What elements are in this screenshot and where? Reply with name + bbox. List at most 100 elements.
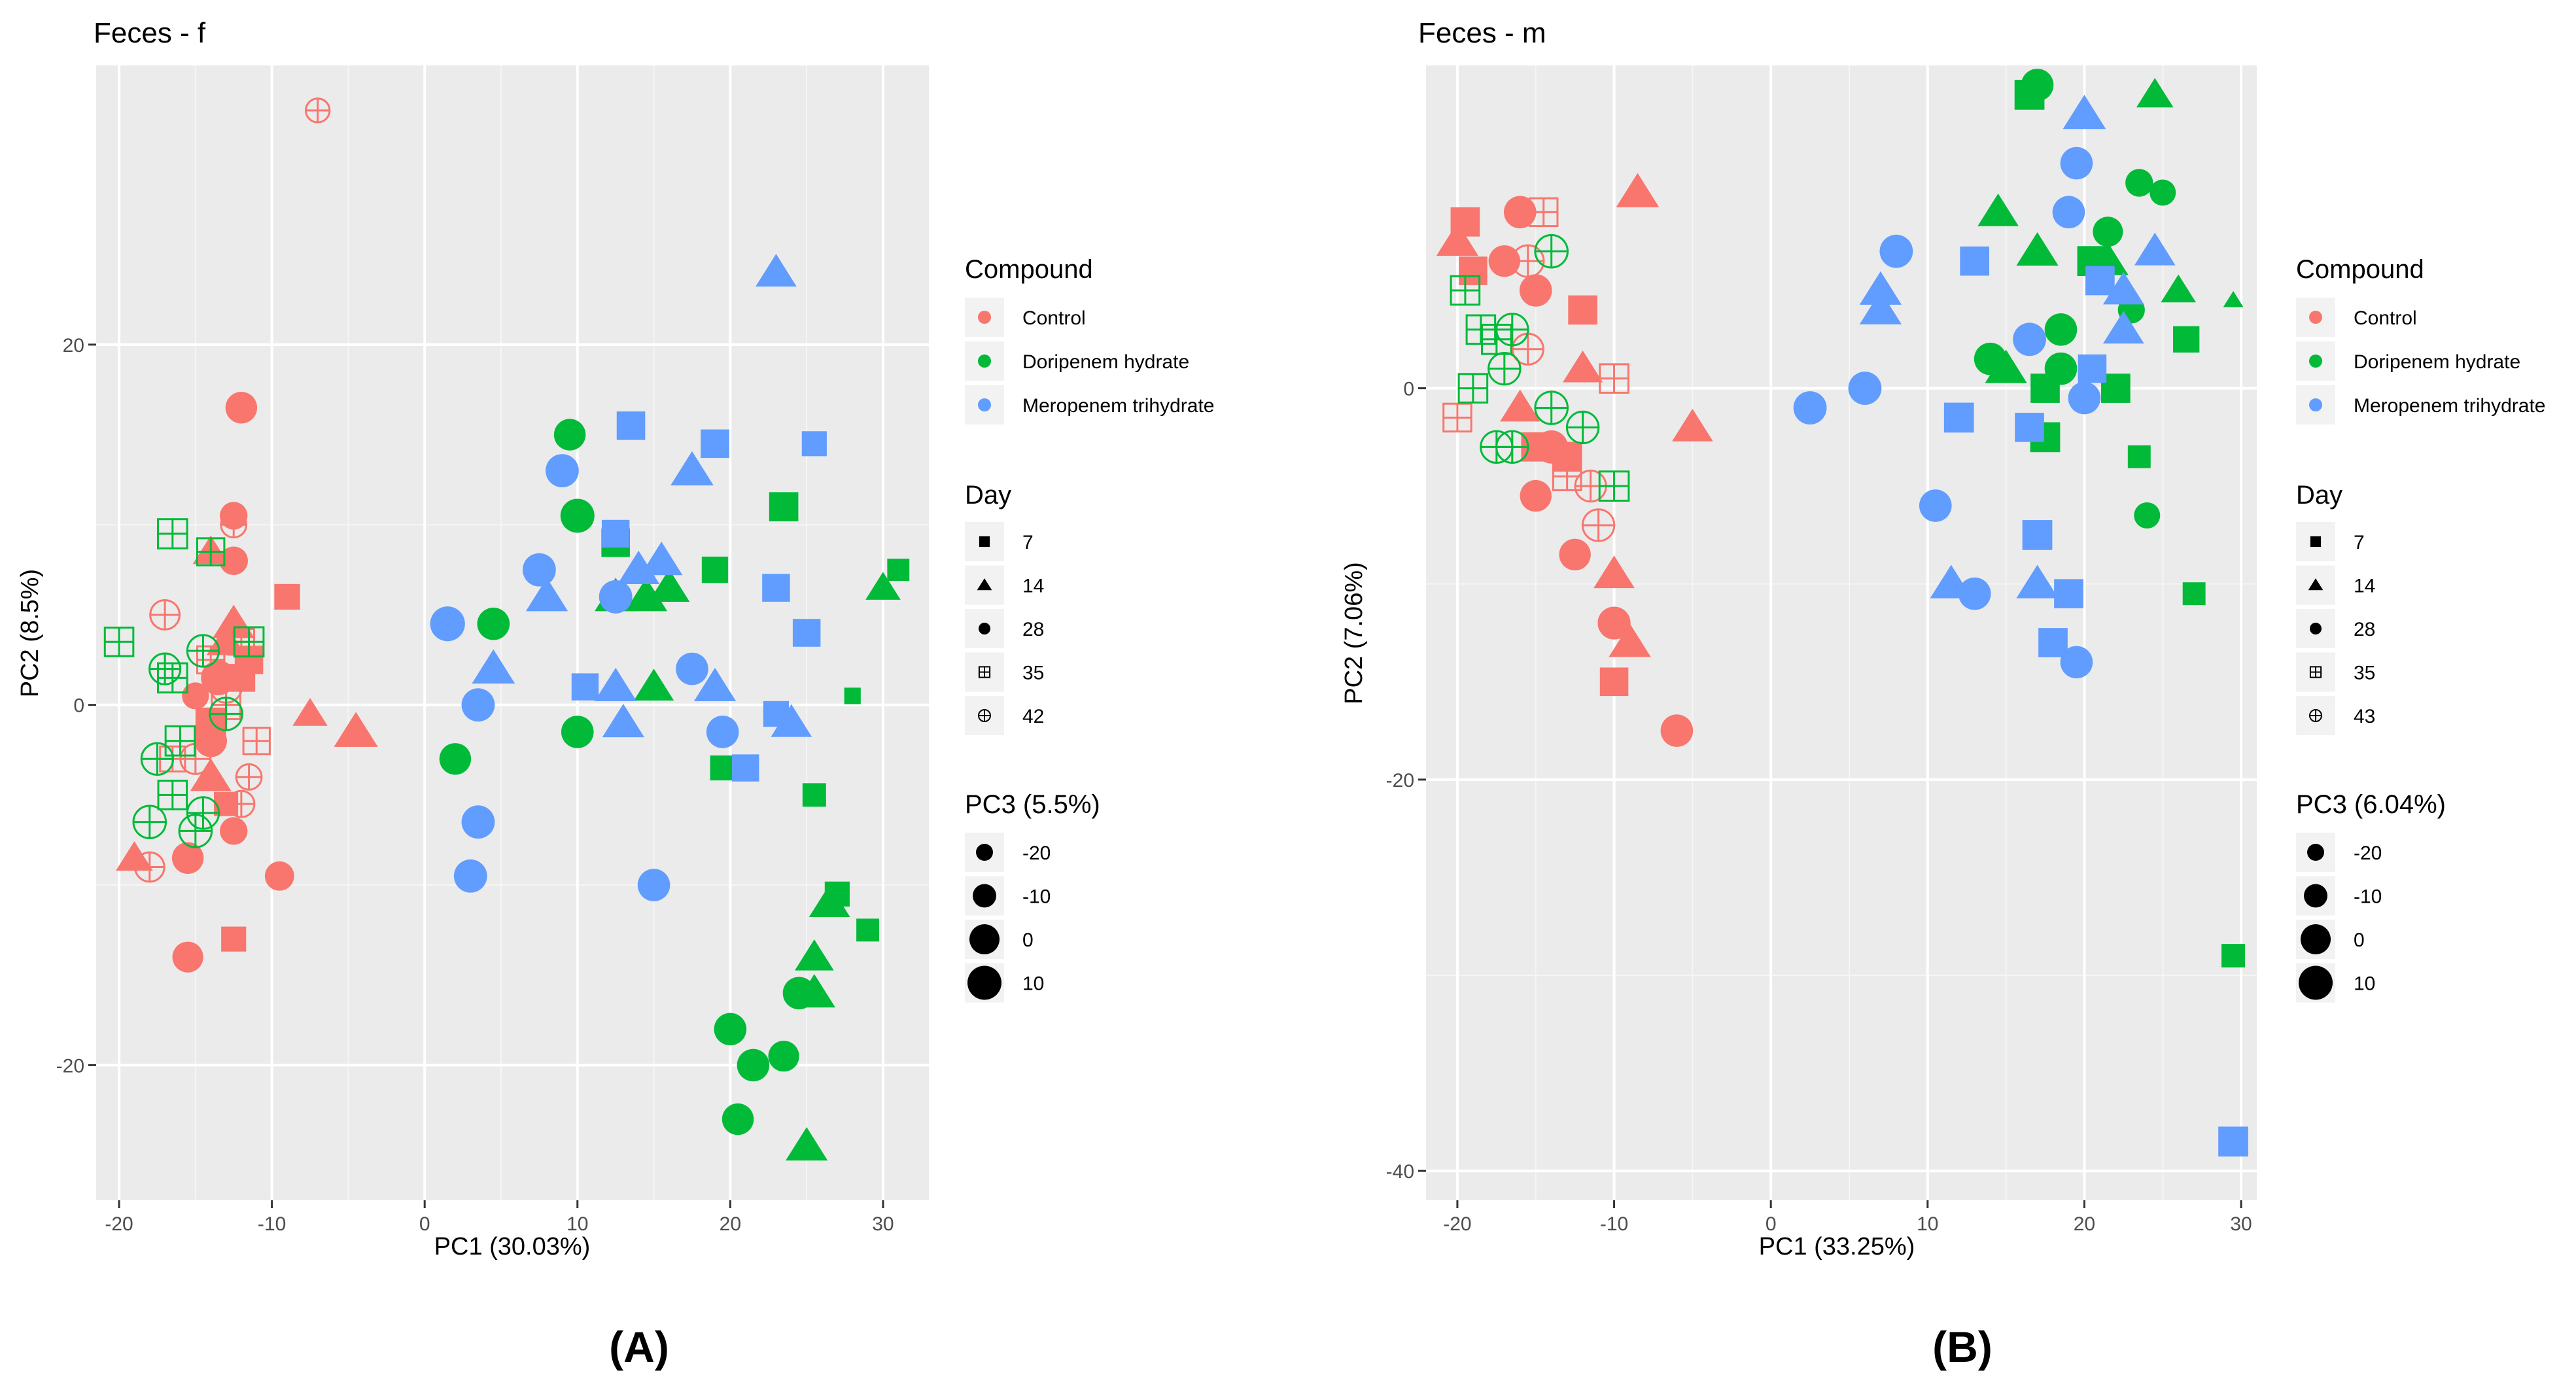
panel-a-legend-compound-key [978,355,991,368]
panel-a-x-tick-label: 30 [872,1213,894,1235]
panel-a-legend-size-key [976,844,993,861]
panel-b-points [1436,69,2248,1157]
panel-a-data-point [148,652,182,685]
panel-a-data-point [186,634,220,668]
panel-a-title: Feces - f [94,17,206,49]
panel-b-data-point [2054,579,2083,608]
panel-b-data-point [2038,628,2068,657]
panel-a-y-axis-label: PC2 (8.5%) [16,569,44,697]
panel-a-data-point [710,755,735,781]
panel-a-data-point [461,688,495,722]
panel-a-legend-day-label: 7 [1022,532,1034,553]
panel-a-data-point [768,1041,799,1072]
panel-a: Feces - f -20 -10 0 10 20 30 -20 0 20 PC1 (30.03… [16,17,1214,1371]
panel-b-data-point [1563,350,1603,383]
panel-b-legend-size-label: 10 [2354,973,2375,995]
panel-b-data-point [1488,245,1521,277]
panel-b-data-point [2021,69,2054,101]
panel-b-data-point [2015,413,2044,442]
panel-b-data-point [1598,470,1630,502]
panel-a-data-point [782,977,816,1010]
panel-a-data-point [670,451,714,486]
panel-a-data-point [771,704,812,737]
panel-a-data-point [887,559,910,581]
panel-a-data-point [220,511,248,539]
panel-b-legend-day-label: 35 [2354,663,2375,684]
panel-a-data-point [194,724,227,757]
panel-a-data-point [595,667,637,702]
panel-b-data-point [1436,222,1479,256]
panel-a-legend: Compound Control Doripenem hydrate Meropene… [965,255,1214,1003]
panel-a-data-point [648,569,690,602]
panel-a-x-axis-label: PC1 (30.03%) [434,1233,591,1260]
panel-a-legend-compound-label: Control [1022,307,1086,329]
panel-b-data-point [1609,623,1651,657]
panel-b-data-point [1480,430,1514,464]
panel-b-data-point [2078,354,2107,383]
panel-b-data-point [1599,363,1629,394]
panel-a-data-point [292,698,328,726]
panel-b-legend: Compound Control Doripenem hydrate Meropene… [2296,255,2545,1003]
panel-b-x-tick-label: -10 [1600,1213,1628,1235]
panel-b-data-point [1488,351,1522,386]
panel-a-data-point [227,789,256,818]
panel-a-data-point [792,619,821,647]
panel-b-label: (B) [1932,1323,1993,1371]
panel-b-data-point [2218,1126,2248,1157]
panel-a-data-point [264,861,294,891]
panel-b-data-point [1535,430,1569,464]
panel-a-data-point [801,431,827,457]
panel-a-data-point [786,1127,828,1161]
panel-a-data-point [149,599,181,631]
panel-a-legend-size-label: 10 [1022,973,1044,995]
panel-a-data-point [140,742,175,776]
panel-b-data-point [1565,410,1600,445]
panel-a-data-point [546,454,579,488]
panel-b-data-point [2134,502,2161,529]
panel-b-data-point [1450,275,1481,306]
panel-b-data-point [2173,326,2200,353]
panel-b-legend-size-label: -10 [2354,886,2382,908]
panel-a-data-point [171,842,204,874]
panel-a-data-point [430,606,465,642]
panel-b-legend-compound-title: Compound [2296,255,2424,284]
panel-a-data-point [132,805,167,839]
panel-a-legend-size-key [967,965,1001,1000]
panel-a-data-point [714,1013,747,1046]
panel-a-data-point [809,884,850,917]
panel-b-data-point [2060,646,2093,679]
panel-b-data-point [2102,271,2144,305]
panel-a-legend-day-label: 14 [1022,576,1044,597]
panel-a-x-tick-label: 0 [419,1213,430,1235]
panel-a-data-point [304,97,331,124]
panel-a-data-point [599,580,633,614]
panel-a-legend-day-key [977,578,992,591]
panel-b-legend-size-key [2299,965,2333,1000]
panel-a-legend-size-label: -10 [1022,886,1051,908]
panel-a-data-point [103,626,135,657]
panel-a-y-tick-label: 20 [63,335,84,356]
panel-b-data-point [2022,520,2053,550]
panel-a-data-point [693,667,737,702]
panel-b-x-tick-label: -20 [1443,1213,1471,1235]
panel-b-data-point [1500,389,1540,422]
panel-b-data-point [2044,352,2078,385]
panel-a-data-point [802,783,826,807]
panel-b-data-point [2161,274,2197,303]
panel-a-data-point [221,926,247,952]
panel-a-data-point [762,574,790,602]
panel-a-data-point [756,254,797,287]
panel-a-letter: A [623,1323,655,1371]
panel-b-legend-day-key [2309,709,2322,722]
panel-a-data-point [640,542,683,576]
panel-a-data-point [618,550,660,585]
panel-a-legend-compound-key [978,398,991,411]
panel-b-data-point [1552,461,1582,491]
panel-a-data-point [522,553,556,587]
panel-a-legend-size-title: PC3 (5.5%) [965,790,1100,819]
panel-a-data-point [769,492,799,522]
panel-a-data-point [706,716,739,748]
panel-b-legend-day-key [2308,578,2324,591]
panel-a-legend-size-key [969,924,1000,954]
panel-b-data-point [1520,479,1552,512]
